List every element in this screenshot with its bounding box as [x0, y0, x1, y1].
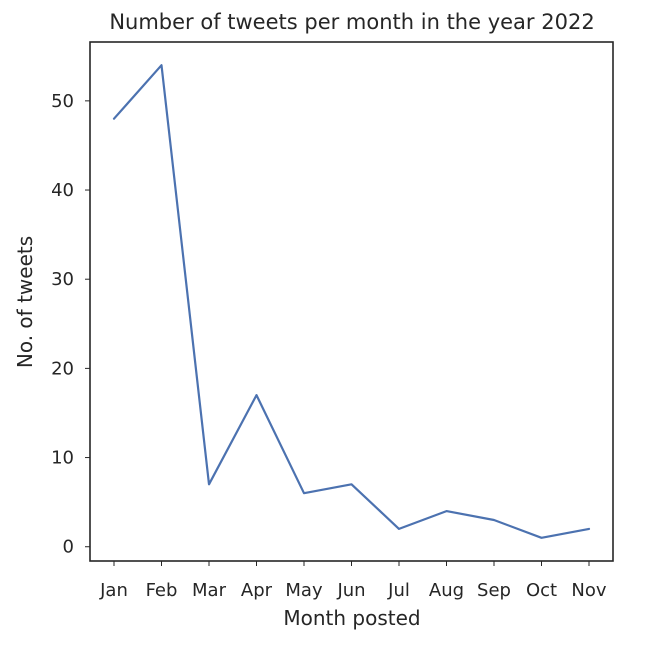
y-tick-label: 50	[51, 91, 74, 112]
x-tick-label: Sep	[477, 580, 511, 601]
y-axis-label: No. of tweets	[13, 236, 37, 368]
x-tick-label: Jun	[336, 580, 365, 601]
chart-title: Number of tweets per month in the year 2…	[109, 10, 594, 34]
x-tick-label: Aug	[429, 580, 464, 601]
y-tick-label: 10	[51, 448, 74, 469]
x-tick-label: Oct	[526, 580, 557, 601]
x-tick-label: Feb	[146, 580, 178, 601]
y-tick-label: 20	[51, 358, 74, 379]
series-layer	[112, 64, 591, 539]
x-tick-label: Nov	[571, 580, 606, 601]
y-tick-label: 40	[51, 180, 74, 201]
y-tick-label: 30	[51, 269, 74, 290]
y-tick-label: 0	[63, 537, 74, 558]
x-tick-label: Jan	[99, 580, 128, 601]
x-axis-label: Month posted	[283, 606, 420, 630]
x-tick-label: Apr	[241, 580, 273, 601]
x-tick-label: Mar	[192, 580, 227, 601]
x-tick-label: May	[285, 580, 323, 601]
y-axis: 0 10 20 30 40 50	[51, 91, 90, 558]
x-tick-label: Jul	[387, 580, 410, 601]
x-axis: Jan Feb Mar Apr May Jun Jul Aug Sep Oct Nov	[99, 561, 607, 601]
series-line-tweets	[112, 64, 591, 539]
